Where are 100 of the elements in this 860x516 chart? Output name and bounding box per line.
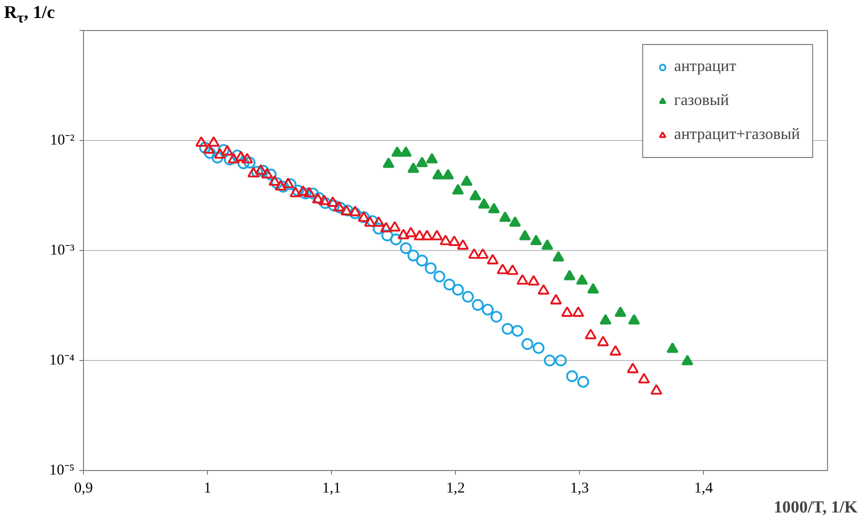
point (488, 202, 500, 214)
point (204, 147, 216, 159)
point (452, 184, 464, 194)
point (432, 168, 444, 180)
point (496, 264, 509, 274)
point (469, 190, 482, 200)
point (333, 201, 345, 212)
point (241, 152, 254, 164)
point (274, 180, 287, 191)
x-tick-label: 1,4 (694, 480, 714, 496)
point (372, 216, 385, 227)
point (626, 362, 639, 374)
point (199, 142, 211, 154)
point (490, 310, 502, 323)
x-tick-label: 1,1 (322, 480, 341, 496)
point (407, 250, 420, 262)
point (452, 284, 464, 296)
point (372, 222, 385, 235)
point (421, 230, 433, 240)
point (486, 254, 499, 264)
point (472, 299, 484, 311)
x-axis-title: 1000/T, 1/K (774, 498, 858, 516)
point (380, 222, 392, 232)
point (448, 236, 460, 246)
point (478, 198, 490, 209)
point (516, 274, 528, 285)
point (522, 338, 534, 350)
point (212, 152, 224, 164)
point (195, 136, 208, 147)
y-tick-label: 10⁻⁴ (49, 352, 75, 368)
point (457, 239, 469, 250)
point (555, 354, 567, 366)
x-tick-label: 1 (204, 480, 212, 496)
point (414, 230, 426, 240)
point (552, 251, 564, 262)
point (541, 239, 554, 250)
point (530, 234, 542, 246)
point (251, 166, 263, 178)
point (349, 206, 361, 216)
point (460, 175, 473, 186)
point (576, 274, 588, 285)
point (390, 234, 402, 246)
point (538, 284, 550, 295)
point (532, 342, 544, 354)
point (318, 194, 330, 206)
point (247, 166, 260, 178)
point (638, 372, 650, 384)
point (561, 306, 573, 317)
point (238, 157, 250, 170)
point (528, 275, 540, 286)
point (462, 290, 474, 303)
point (404, 226, 417, 238)
point (254, 164, 267, 175)
point (468, 248, 480, 259)
point (442, 168, 454, 180)
point (388, 221, 401, 232)
point (509, 216, 521, 227)
point (407, 162, 420, 173)
point (597, 336, 609, 346)
point (600, 314, 612, 324)
point (584, 328, 597, 340)
point (297, 185, 309, 196)
point (499, 211, 511, 222)
point (566, 370, 578, 382)
point (416, 254, 428, 266)
point (224, 154, 236, 166)
point (482, 304, 494, 316)
point (628, 314, 640, 324)
x-tick-label: 1,3 (570, 480, 589, 496)
point (303, 186, 316, 198)
point (614, 306, 626, 317)
point (235, 150, 247, 162)
point (519, 230, 531, 240)
point (214, 148, 226, 159)
point (282, 178, 294, 188)
point (202, 143, 215, 154)
x-tick-label: 1,2 (446, 480, 465, 496)
point (290, 186, 302, 198)
point (228, 152, 240, 164)
point (424, 262, 437, 274)
point (572, 306, 584, 317)
point (284, 178, 296, 190)
point (564, 270, 576, 280)
point (300, 188, 312, 200)
point (328, 200, 340, 212)
point (218, 144, 230, 156)
point (391, 146, 404, 157)
point (476, 248, 489, 259)
point (433, 270, 446, 282)
y-axis-title: R$_{τ}$, 1/c (4, 1, 55, 29)
point (502, 322, 514, 335)
point (440, 234, 452, 246)
point (398, 228, 410, 240)
point (244, 156, 256, 168)
point (550, 294, 562, 304)
point (382, 157, 394, 168)
legend-label: антрацит (674, 58, 736, 76)
point (264, 168, 277, 180)
point (381, 230, 394, 242)
point (416, 156, 428, 168)
